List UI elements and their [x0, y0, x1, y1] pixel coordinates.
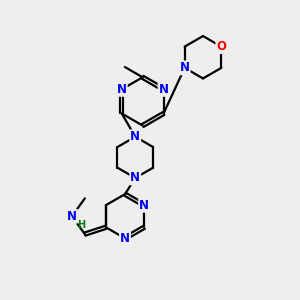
Text: N: N: [117, 83, 127, 96]
Text: O: O: [216, 40, 226, 53]
Text: N: N: [130, 172, 140, 184]
Text: N: N: [158, 83, 169, 96]
Text: N: N: [67, 210, 77, 223]
Text: N: N: [120, 232, 130, 245]
Text: H: H: [76, 220, 85, 230]
Text: N: N: [130, 130, 140, 143]
Text: N: N: [139, 199, 149, 212]
Text: N: N: [180, 61, 190, 74]
